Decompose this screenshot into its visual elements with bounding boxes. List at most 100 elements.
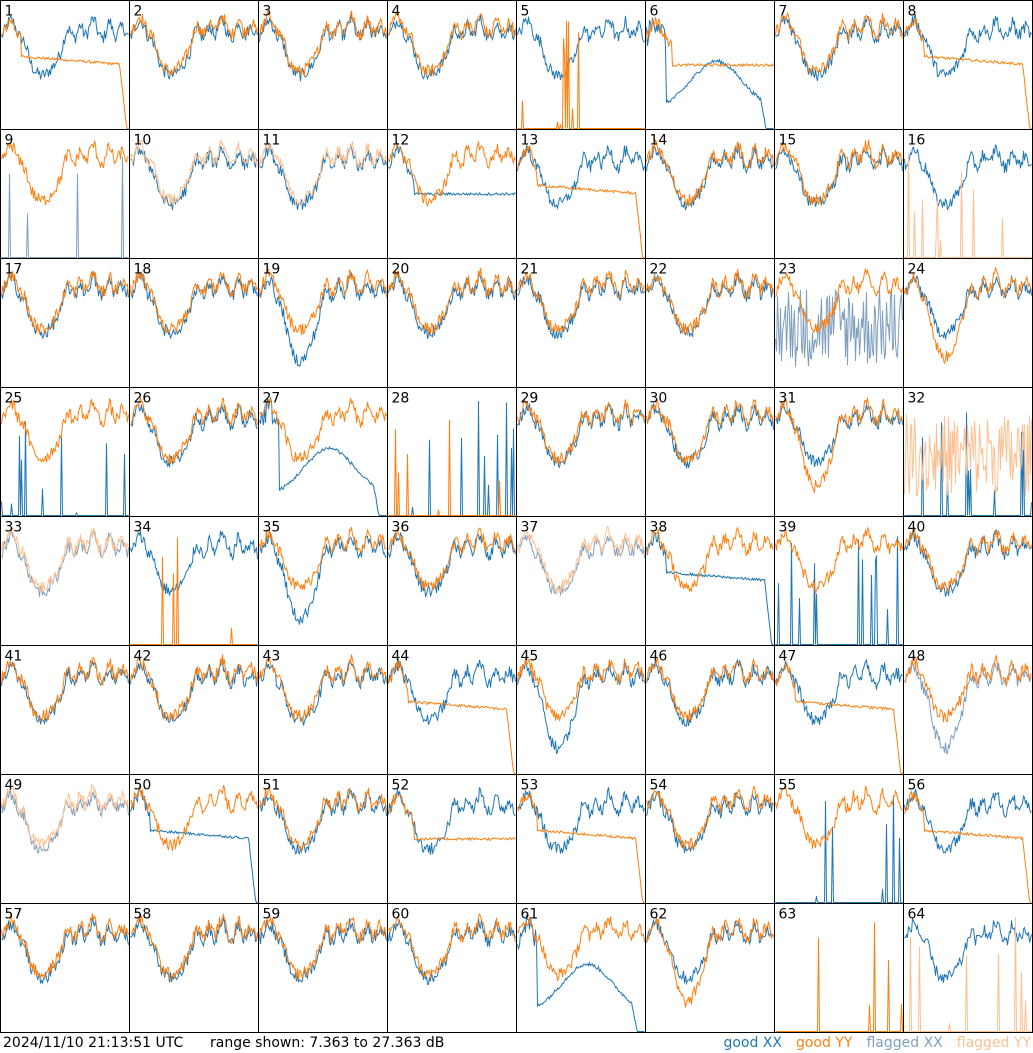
panel-label-60: 60 [392, 907, 410, 923]
panel-label-61: 61 [521, 907, 539, 923]
trace-56-yy [904, 790, 1032, 903]
panel-label-51: 51 [263, 778, 281, 794]
panel-17: 17 [0, 258, 130, 388]
panel-label-57: 57 [5, 907, 23, 923]
trace-41-xx [1, 660, 129, 726]
panel-label-19: 19 [263, 262, 281, 278]
panel-label-9: 9 [5, 133, 14, 149]
trace-10-yy [130, 138, 258, 206]
panel-label-47: 47 [779, 649, 797, 665]
panel-40: 40 [903, 516, 1033, 646]
panel-29: 29 [516, 387, 646, 517]
trace-36-xx [388, 531, 516, 598]
trace-42-xx [130, 658, 258, 723]
panel-label-50: 50 [134, 778, 152, 794]
panel-25: 25 [0, 387, 130, 517]
trace-13-xx [517, 144, 645, 210]
panel-24: 24 [903, 258, 1033, 388]
panel-label-1: 1 [5, 4, 14, 20]
panel-37: 37 [516, 516, 646, 646]
panel-label-27: 27 [263, 391, 281, 407]
panel-label-28: 28 [392, 391, 410, 407]
panel-label-41: 41 [5, 649, 23, 665]
trace-20-yy [388, 267, 516, 335]
panel-label-64: 64 [908, 907, 926, 923]
trace-36-yy [388, 527, 516, 590]
trace-58-xx [130, 916, 258, 983]
trace-40-yy [904, 527, 1032, 593]
trace-27-xx [259, 397, 387, 516]
trace-25-yy [1, 397, 129, 464]
trace-20-xx [388, 271, 516, 339]
trace-2-yy [130, 13, 258, 76]
trace-37-yy [517, 526, 645, 596]
trace-33-yy [1, 527, 129, 593]
trace-27-yy [259, 397, 387, 463]
trace-12-yy [388, 140, 516, 207]
panel-frame-35 [258, 516, 388, 646]
trace-22-xx [646, 270, 774, 337]
panel-frame-38 [645, 516, 775, 646]
panel-label-44: 44 [392, 649, 410, 665]
panel-47: 47 [774, 645, 904, 775]
trace-8-yy [904, 18, 1032, 129]
trace-26-xx [130, 402, 258, 468]
panel-label-2: 2 [134, 4, 143, 20]
trace-2-xx [130, 14, 258, 80]
panel-51: 51 [258, 774, 388, 904]
trace-49-yy [1, 783, 129, 848]
trace-8-xx [904, 13, 1032, 78]
panel-frame-62 [645, 903, 775, 1033]
panel-frame-53 [516, 774, 646, 904]
trace-16-xx [904, 144, 1032, 211]
trace-21-yy [517, 269, 645, 334]
trace-55-xx [775, 795, 903, 903]
trace-57-yy [1, 913, 129, 979]
panel-13: 13 [516, 129, 646, 259]
panel-label-13: 13 [521, 133, 539, 149]
panel-label-8: 8 [908, 4, 917, 20]
panel-label-10: 10 [134, 133, 152, 149]
trace-54-xx [646, 790, 774, 854]
panel-11: 11 [258, 129, 388, 259]
trace-6-xx [646, 17, 774, 129]
panel-label-38: 38 [650, 520, 668, 536]
trace-35-yy [259, 526, 387, 590]
trace-51-yy [259, 784, 387, 852]
panel-label-26: 26 [134, 391, 152, 407]
panel-54: 54 [645, 774, 775, 904]
trace-34-yy [130, 537, 258, 645]
trace-53-xx [517, 787, 645, 854]
trace-59-yy [259, 916, 387, 981]
panel-32: 32 [903, 387, 1033, 517]
panel-15: 15 [774, 129, 904, 259]
panel-44: 44 [387, 645, 517, 775]
trace-43-xx [259, 659, 387, 726]
trace-41-yy [1, 657, 129, 724]
trace-30-xx [646, 403, 774, 469]
trace-14-xx [646, 143, 774, 211]
trace-47-xx [775, 658, 903, 725]
panel-39: 39 [774, 516, 904, 646]
panel-frame-21 [516, 258, 646, 388]
panel-label-23: 23 [779, 262, 797, 278]
panel-55: 55 [774, 774, 904, 904]
panel-59: 59 [258, 903, 388, 1033]
panel-label-39: 39 [779, 520, 797, 536]
panel-label-29: 29 [521, 391, 539, 407]
panel-8: 8 [903, 0, 1033, 130]
trace-3-xx [259, 13, 387, 82]
panel-label-45: 45 [521, 649, 539, 665]
panel-label-40: 40 [908, 520, 926, 536]
trace-29-yy [517, 398, 645, 465]
panel-34: 34 [129, 516, 259, 646]
legend: good XX good YY flagged XX flagged YY [709, 1034, 1031, 1053]
panel-label-18: 18 [134, 262, 152, 278]
panel-label-36: 36 [392, 520, 410, 536]
trace-34-xx [130, 530, 258, 596]
panel-label-15: 15 [779, 133, 797, 149]
panel-10: 10 [129, 129, 259, 259]
trace-23-yy [775, 267, 903, 334]
panel-frame-44 [387, 645, 517, 775]
trace-7-yy [775, 11, 903, 75]
